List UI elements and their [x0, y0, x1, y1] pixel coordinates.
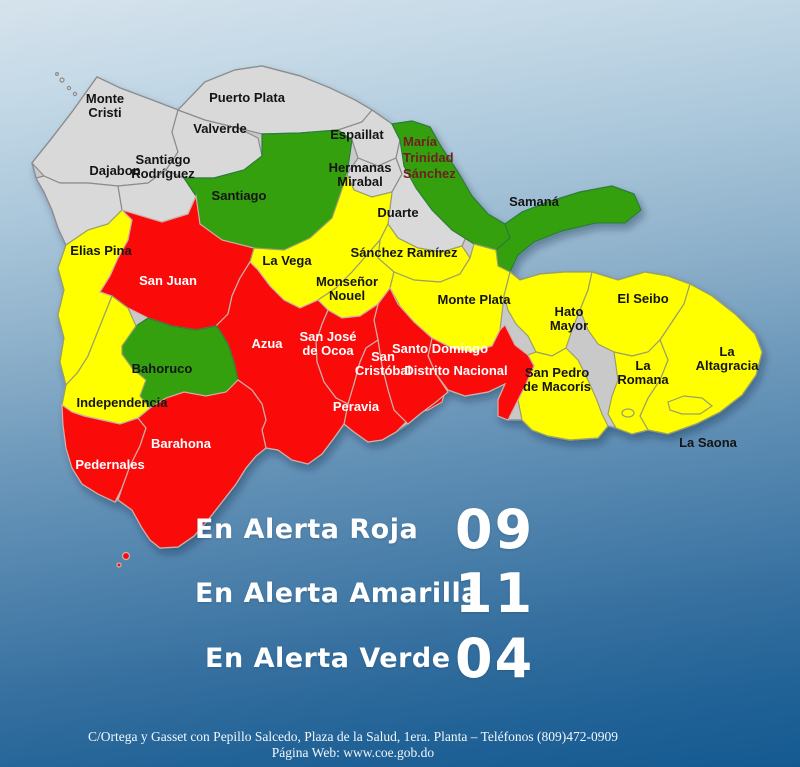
province-barahona	[117, 379, 267, 549]
alert-verde-count: 04	[455, 627, 535, 690]
alert-verde-label: En Alerta Verde	[205, 643, 451, 674]
province-santo-domingo	[427, 323, 535, 421]
alert-amarilla-label: En Alerta Amarilla	[195, 578, 480, 609]
island-beata	[116, 551, 131, 568]
alert-red-count: 09	[455, 498, 535, 561]
footer-address: C/Ortega y Gasset con Pepillo Salcedo, P…	[87, 729, 619, 744]
alert-row-amarilla: En Alerta Amarilla 11	[0, 562, 800, 642]
island-la-saona	[667, 395, 714, 415]
alert-red-label: En Alerta Roja	[195, 514, 419, 545]
cayos-noroeste	[54, 71, 78, 97]
alert-amarilla-count: 11	[455, 562, 535, 625]
alert-row-verde: En Alerta Verde 04	[0, 627, 800, 707]
footer-website: Página Web: www.coe.gob.do	[271, 745, 435, 760]
footer: C/Ortega y Gasset con Pepillo Salcedo, P…	[0, 729, 706, 761]
island-catalina	[621, 408, 635, 418]
province-peravia	[343, 338, 407, 443]
province-hato-mayor	[503, 270, 593, 357]
alert-row-red: En Alerta Roja 09	[0, 498, 800, 578]
